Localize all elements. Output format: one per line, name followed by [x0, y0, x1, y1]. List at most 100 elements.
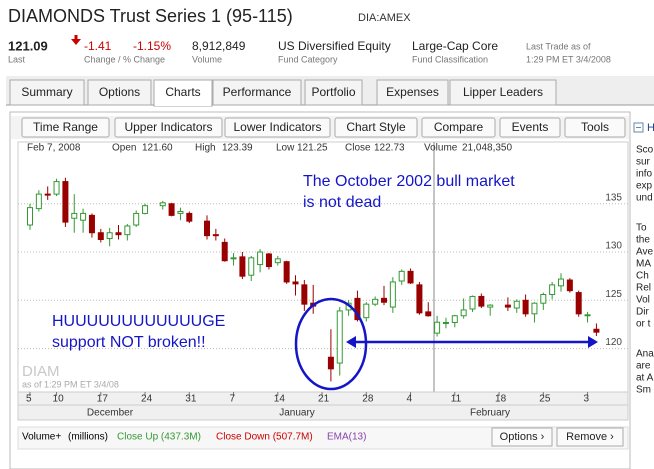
candle-body	[469, 295, 476, 310]
volume-title: Volume+	[22, 432, 61, 443]
legend-down: Close Down (507.7M)	[216, 432, 313, 443]
candle-body	[504, 304, 511, 308]
sidebar-text: Ana	[636, 349, 654, 360]
y-tick-label: 135	[605, 192, 622, 203]
sidebar-text: at A	[636, 373, 654, 384]
candle-body	[584, 314, 591, 317]
x-tick-label: 7	[230, 394, 236, 405]
candle-body	[407, 270, 414, 284]
sidebar-text: To	[636, 223, 647, 234]
candle-body	[531, 302, 538, 315]
annotation: HUUUUUUUUUUUUGE	[52, 313, 225, 330]
tab-label: Options	[99, 85, 140, 99]
candle-body	[159, 202, 166, 207]
info-date: Feb 7, 2008	[27, 143, 81, 154]
x-tick-label: 28	[362, 394, 374, 405]
candle-body	[106, 232, 113, 240]
sidebar-text: exp	[636, 181, 653, 192]
info-value: 121.25	[297, 143, 328, 154]
tab[interactable]	[449, 79, 557, 106]
panel-button[interactable]	[491, 427, 553, 447]
y-tick-label: 130	[605, 241, 622, 252]
x-axis-band	[17, 391, 629, 421]
candle-body	[558, 278, 564, 287]
classification-label: Fund Classification	[412, 54, 488, 64]
candle-body	[230, 257, 237, 260]
legend-up: Close Up (437.3M)	[117, 432, 201, 443]
tab[interactable]	[9, 79, 85, 106]
candle-body	[487, 304, 494, 308]
y-tick-label: 120	[605, 337, 622, 348]
candle-body	[549, 284, 556, 296]
candle-body	[381, 297, 387, 303]
candle-body	[204, 220, 210, 237]
panel-button[interactable]	[556, 427, 624, 447]
x-tick-label: 21	[318, 394, 330, 405]
annotation: The October 2002 bull market	[303, 173, 515, 190]
panel-button-label: Remove ›	[566, 431, 614, 443]
sidebar-text: und	[636, 193, 653, 204]
toolbar-button[interactable]	[421, 117, 496, 138]
classification: Large-Cap Core	[412, 39, 498, 53]
x-tick-label: 24	[141, 394, 153, 405]
candle-body	[248, 257, 255, 276]
candle-body	[115, 232, 122, 236]
tab[interactable]	[87, 79, 152, 106]
sidebar-title: H	[647, 122, 654, 134]
toolbar-button[interactable]	[499, 117, 561, 138]
toolbar-button[interactable]	[224, 117, 331, 138]
month-label: January	[279, 408, 315, 419]
sidebar-text: are	[636, 361, 651, 372]
info-label: Low	[276, 143, 295, 154]
candle-body	[274, 258, 281, 264]
x-tick-label: 11	[451, 394, 462, 405]
candle-body	[239, 256, 246, 277]
candle-body	[522, 299, 529, 315]
annotation: support NOT broken!!	[52, 334, 206, 351]
candle-body	[451, 315, 458, 324]
tab[interactable]	[212, 79, 302, 106]
toolbar-button[interactable]	[564, 117, 626, 138]
volume: 8,912,849	[192, 39, 246, 53]
tab[interactable]	[376, 79, 449, 106]
toolbar-button[interactable]	[21, 117, 110, 138]
watermark: DIAM	[22, 363, 60, 380]
info-label: High	[195, 143, 216, 154]
month-label: December	[87, 408, 134, 419]
tab-label: Performance	[223, 85, 292, 99]
info-value: 121.60	[142, 143, 173, 154]
candle-body	[389, 281, 396, 308]
candle-body	[460, 309, 467, 317]
candle-body	[442, 322, 449, 325]
fund-title: DIAMONDS Trust Series 1 (95-115)	[8, 6, 293, 26]
toolbar-label: Lower Indicators	[233, 120, 321, 134]
sidebar-text: Ch	[636, 271, 649, 282]
sidebar	[632, 120, 654, 469]
volume-header	[17, 426, 629, 450]
annotation: is not dead	[303, 194, 381, 211]
candle-body	[186, 212, 193, 222]
x-tick-label: 17	[97, 394, 109, 405]
toolbar-button[interactable]	[114, 117, 223, 138]
info-label: Close	[345, 143, 371, 154]
volume-unit: (millions)	[68, 432, 108, 443]
candle-body	[292, 281, 299, 285]
panel-button-label: Options ›	[500, 431, 545, 443]
toolbar-label: Compare	[434, 120, 484, 134]
sidebar-text: info	[636, 169, 653, 180]
x-tick-label: 10	[53, 394, 65, 405]
x-tick-label: 14	[274, 394, 286, 405]
candle-body	[142, 205, 149, 214]
x-tick-label: 3	[584, 394, 590, 405]
toolbar-button[interactable]	[334, 117, 418, 138]
info-label: Open	[112, 143, 136, 154]
last-label: Last	[8, 54, 26, 64]
tab[interactable]	[304, 79, 363, 106]
candle-body	[168, 203, 175, 216]
tab[interactable]	[153, 79, 213, 107]
candle-body	[88, 214, 95, 234]
tab-label: Expenses	[386, 85, 439, 99]
sidebar-text: Ave	[636, 247, 653, 258]
toolbar-label: Upper Indicators	[124, 120, 212, 134]
